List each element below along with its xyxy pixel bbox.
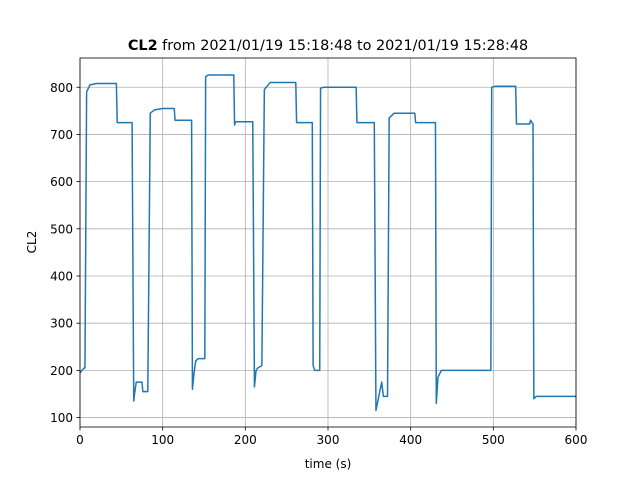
- y-tick-label: 400: [50, 270, 73, 284]
- x-tick-label: 200: [234, 433, 257, 447]
- x-tick-label: 400: [399, 433, 422, 447]
- y-axis-label: CL2: [25, 231, 39, 254]
- y-tick-label: 200: [50, 364, 73, 378]
- line: [79, 74, 576, 412]
- x-axis-label: time (s): [305, 457, 352, 471]
- title-rest: from 2021/01/19 15:18:48 to 2021/01/19 1…: [162, 38, 528, 54]
- x-tick-label: 500: [482, 433, 505, 447]
- y-tick-label: 100: [50, 411, 73, 425]
- plot-frame: [79, 57, 577, 428]
- x-tick-label: 100: [151, 433, 174, 447]
- chart-title: CL2 from 2021/01/19 15:18:48 to 2021/01/…: [128, 38, 528, 54]
- y-tick-label: 500: [50, 222, 73, 236]
- y-tick-label: 700: [50, 128, 73, 142]
- x-tick-label: 0: [76, 433, 84, 447]
- y-tick-label: 800: [50, 81, 73, 95]
- x-tick-label: 300: [317, 433, 340, 447]
- x-tick-label: 600: [565, 433, 588, 447]
- title-bold: CL2: [128, 38, 158, 54]
- y-tick-label: 600: [50, 175, 73, 189]
- y-tick-label: 300: [50, 317, 73, 331]
